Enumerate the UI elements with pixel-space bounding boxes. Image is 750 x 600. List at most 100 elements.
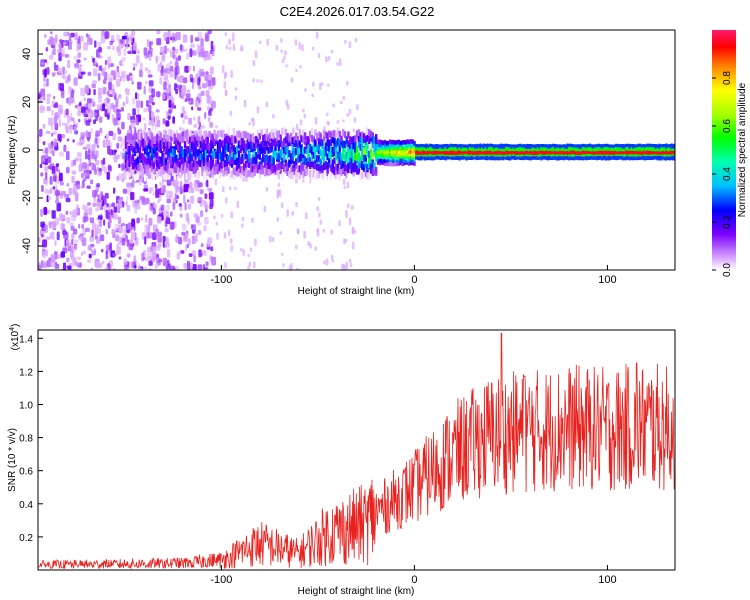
spectrogram-cell	[329, 139, 333, 146]
spectrogram-cell	[554, 149, 557, 154]
spectrogram-cell	[148, 205, 153, 212]
spectrogram-cell	[503, 143, 506, 148]
spectrogram-cell	[397, 149, 400, 154]
spectrogram-cell	[673, 151, 675, 156]
spectrogram-cell	[666, 148, 670, 152]
spectrogram-cell	[331, 166, 334, 174]
spectrogram-cell	[55, 34, 58, 43]
spectrogram-cell	[175, 31, 181, 41]
spectrogram-cell	[303, 231, 306, 239]
spectrogram-cell	[51, 210, 56, 219]
spectrogram-cell	[248, 142, 251, 149]
spectrogram-cell	[90, 267, 94, 270]
spectrogram-cell	[592, 151, 595, 155]
spectrogram-cell	[210, 155, 213, 162]
spectrogram-cell	[427, 151, 430, 155]
spectrogram-cell	[336, 173, 340, 181]
spectrogram-cell	[298, 128, 301, 136]
spectrogram-cell	[637, 151, 640, 155]
spectrogram-cell	[248, 161, 251, 168]
spectrogram-cell	[581, 146, 585, 150]
spectrogram-cell	[220, 166, 223, 174]
spectrogram-cell	[170, 134, 173, 142]
spectrogram-cell	[167, 115, 171, 120]
spectrogram-cell	[211, 150, 215, 158]
spectrogram-cell	[126, 153, 129, 161]
spectrogram-cell	[349, 155, 352, 163]
spectrogram-cell	[204, 137, 208, 144]
spectrogram-cell	[649, 156, 652, 161]
spectrogram-cell	[86, 170, 90, 178]
spectrogram-cell	[160, 204, 165, 211]
spectrogram-cell	[38, 264, 42, 270]
spectrogram-cell	[161, 167, 164, 175]
spectrogram-cell	[57, 133, 62, 142]
spectrogram-cell	[256, 79, 259, 83]
spectrogram-cell	[317, 131, 321, 139]
spectrogram-cell	[262, 135, 265, 142]
spectrogram-cell	[314, 246, 317, 251]
spectrogram-cell	[166, 146, 169, 154]
spectrogram-cell	[517, 151, 520, 155]
spectrogram-cell	[148, 190, 152, 194]
spectrogram-cell	[479, 147, 482, 151]
spectrogram-cell	[394, 155, 397, 160]
spectrogram-cell	[307, 136, 310, 144]
spectrogram-cell	[630, 153, 633, 157]
spectrogram-cell	[362, 133, 366, 141]
spectrogram-cell	[314, 153, 317, 161]
spectrogram-cell	[65, 197, 71, 203]
spectrogram-cell	[232, 158, 235, 165]
spectrogram-cell	[347, 155, 350, 163]
spectrogram-cell	[566, 151, 569, 155]
spectrogram-cell	[604, 146, 607, 150]
spectrogram-cell	[281, 252, 284, 256]
spectrogram-cell	[548, 151, 552, 155]
spectrogram-cell	[585, 147, 588, 151]
spectrogram-cell	[149, 139, 152, 147]
spectrogram-cell	[387, 140, 390, 146]
spectrogram-cell	[204, 75, 209, 81]
spectrogram-cell	[243, 130, 246, 138]
spectrogram-cell	[588, 145, 592, 149]
spectrogram-cell	[188, 186, 191, 194]
spectrogram-cell	[541, 151, 545, 155]
spectrogram-cell	[425, 143, 428, 147]
spectrogram-cell	[171, 130, 175, 138]
spectrogram-cell	[460, 151, 463, 155]
spectrogram-cell	[125, 96, 129, 104]
spectrogram-cell	[82, 146, 88, 150]
spectrogram-cell	[437, 151, 440, 155]
spectrogram-cell	[359, 143, 362, 151]
spectrogram-cell	[468, 146, 472, 150]
spectrogram-cell	[196, 173, 199, 180]
spectrogram-cell	[548, 147, 552, 151]
spectrogram-cell	[286, 133, 289, 140]
spectrogram-cell	[40, 172, 44, 177]
spectrogram-cell	[343, 164, 347, 171]
spectrogram-cell	[625, 149, 628, 153]
spectrogram-cell	[201, 135, 204, 143]
spectrogram-cell	[136, 217, 140, 224]
spectrogram-cell	[269, 142, 272, 150]
spectrogram-cell	[330, 49, 334, 54]
spectrogram-cell	[336, 163, 340, 171]
spectrogram-cell	[618, 144, 621, 148]
spectrogram-cell	[474, 147, 477, 152]
spectrogram-cell	[519, 148, 522, 152]
spectrogram-cell	[472, 156, 475, 160]
spectrogram-cell	[446, 147, 449, 152]
spectrogram-cell	[639, 151, 642, 155]
spectrogram-cell	[510, 147, 513, 151]
spectrogram-cell	[312, 81, 315, 87]
spectrogram-cell	[285, 64, 288, 68]
spectrogram-cell	[606, 153, 609, 157]
spectrogram-cell	[76, 256, 81, 261]
spectrogram-cell	[164, 173, 168, 181]
spectrogram-cell	[215, 166, 218, 174]
spectrogram-cell	[592, 156, 595, 160]
spectrogram-cell	[670, 149, 673, 153]
spectrogram-cell	[154, 135, 157, 143]
spectrogram-cell	[465, 148, 468, 152]
spectrogram-cell	[303, 113, 307, 119]
